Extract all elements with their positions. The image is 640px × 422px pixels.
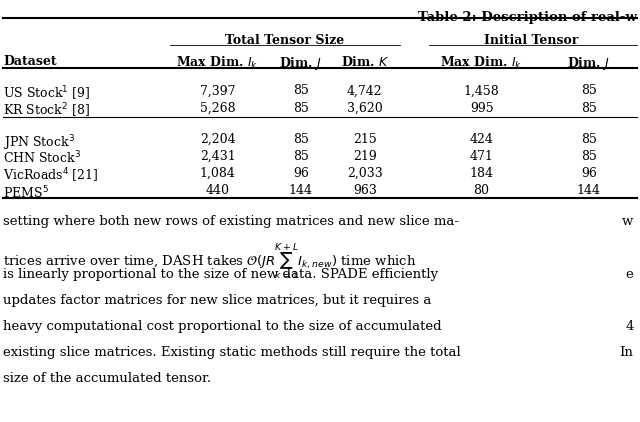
Text: 96: 96 xyxy=(293,167,308,180)
Text: Dataset: Dataset xyxy=(3,55,57,68)
Text: 85: 85 xyxy=(293,102,308,115)
Text: 424: 424 xyxy=(470,133,493,146)
Text: CHN Stock$^3$: CHN Stock$^3$ xyxy=(3,150,81,166)
Text: trices arrive over time, DASH takes $\mathcal{O}(JR\sum_{k=1}^{K+L} I_{k,new})$ : trices arrive over time, DASH takes $\ma… xyxy=(3,241,417,282)
Text: 1,458: 1,458 xyxy=(464,84,499,97)
Text: 1,084: 1,084 xyxy=(200,167,236,180)
Text: 4: 4 xyxy=(625,320,634,333)
Text: 440: 440 xyxy=(205,184,230,197)
Text: Max Dim. $I_k$: Max Dim. $I_k$ xyxy=(440,55,523,71)
Text: w: w xyxy=(622,215,634,228)
Text: 96: 96 xyxy=(581,167,596,180)
Text: 2,204: 2,204 xyxy=(200,133,236,146)
Text: 215: 215 xyxy=(353,133,377,146)
Text: JPN Stock$^3$: JPN Stock$^3$ xyxy=(3,133,76,152)
Text: Dim. $K$: Dim. $K$ xyxy=(340,55,389,69)
Text: 963: 963 xyxy=(353,184,377,197)
Text: 5,268: 5,268 xyxy=(200,102,236,115)
Text: 85: 85 xyxy=(581,133,596,146)
Text: Initial Tensor: Initial Tensor xyxy=(484,34,579,47)
Text: 4,742: 4,742 xyxy=(347,84,383,97)
Text: 85: 85 xyxy=(581,102,596,115)
Text: 2,431: 2,431 xyxy=(200,150,236,163)
Text: is linearly proportional to the size of new data. SPADE efficiently: is linearly proportional to the size of … xyxy=(3,268,438,281)
Text: Dim. $J$: Dim. $J$ xyxy=(568,55,610,72)
Text: Table 2: Description of real-w: Table 2: Description of real-w xyxy=(418,11,637,24)
Text: 144: 144 xyxy=(289,184,313,197)
Text: Total Tensor Size: Total Tensor Size xyxy=(225,34,344,47)
Text: updates factor matrices for new slice matrices, but it requires a: updates factor matrices for new slice ma… xyxy=(3,294,431,307)
Text: PEMS$^5$: PEMS$^5$ xyxy=(3,184,49,201)
Text: 184: 184 xyxy=(470,167,493,180)
Text: heavy computational cost proportional to the size of accumulated: heavy computational cost proportional to… xyxy=(3,320,442,333)
Text: 995: 995 xyxy=(470,102,493,115)
Text: Max Dim. $I_k$: Max Dim. $I_k$ xyxy=(177,55,259,71)
Text: Dim. $J$: Dim. $J$ xyxy=(280,55,322,72)
Text: 85: 85 xyxy=(581,84,596,97)
Text: existing slice matrices. Existing static methods still require the total: existing slice matrices. Existing static… xyxy=(3,346,461,359)
Text: 80: 80 xyxy=(474,184,490,197)
Text: 85: 85 xyxy=(293,133,308,146)
Text: 3,620: 3,620 xyxy=(347,102,383,115)
Text: setting where both new rows of existing matrices and new slice ma-: setting where both new rows of existing … xyxy=(3,215,460,228)
Text: US Stock$^1$ [9]: US Stock$^1$ [9] xyxy=(3,84,90,103)
Text: KR Stock$^2$ [8]: KR Stock$^2$ [8] xyxy=(3,102,90,120)
Text: e: e xyxy=(626,268,634,281)
Text: 144: 144 xyxy=(577,184,601,197)
Text: 2,033: 2,033 xyxy=(347,167,383,180)
Text: size of the accumulated tensor.: size of the accumulated tensor. xyxy=(3,372,211,385)
Text: 7,397: 7,397 xyxy=(200,84,236,97)
Text: 85: 85 xyxy=(293,84,308,97)
Text: 219: 219 xyxy=(353,150,377,163)
Text: 85: 85 xyxy=(581,150,596,163)
Text: In: In xyxy=(620,346,634,359)
Text: 471: 471 xyxy=(470,150,493,163)
Text: VicRoads$^4$ [21]: VicRoads$^4$ [21] xyxy=(3,167,99,185)
Text: 85: 85 xyxy=(293,150,308,163)
